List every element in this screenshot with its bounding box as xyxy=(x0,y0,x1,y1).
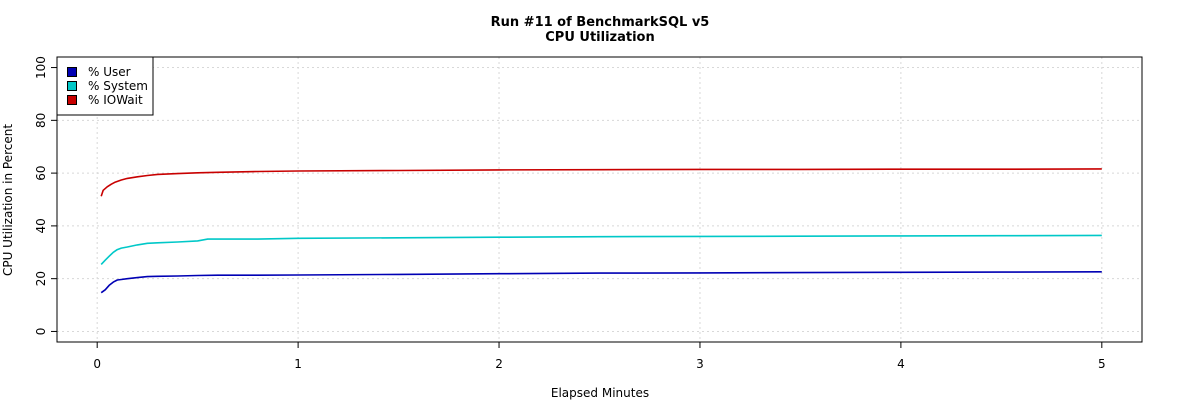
y-tick-label: 40 xyxy=(34,218,48,233)
legend-label-system: % System xyxy=(88,79,148,93)
x-tick-label: 4 xyxy=(897,357,905,371)
legend-label-user: % User xyxy=(88,65,131,79)
legend-label-iowait: % IOWait xyxy=(88,93,143,107)
y-tick-label: 80 xyxy=(34,113,48,128)
chart-title: Run #11 of BenchmarkSQL v5 xyxy=(491,15,710,30)
series-line-iowait xyxy=(100,168,1102,197)
series-line-system xyxy=(100,234,1102,265)
x-tick-label: 2 xyxy=(495,357,503,371)
legend-swatch-system xyxy=(67,81,77,91)
y-tick-label: 60 xyxy=(34,165,48,180)
plot-frame xyxy=(56,56,1143,343)
legend-swatch-user xyxy=(67,67,77,77)
chart-legend: % User% System% IOWait xyxy=(56,56,154,116)
x-tick-label: 1 xyxy=(294,357,302,371)
chart-subtitle: CPU Utilization xyxy=(545,30,654,45)
x-axis-label: Elapsed Minutes xyxy=(551,386,649,400)
y-tick-label: 100 xyxy=(34,56,48,79)
legend-swatch-iowait xyxy=(67,95,77,105)
series-line-user xyxy=(100,270,1102,294)
x-tick-label: 5 xyxy=(1098,357,1106,371)
y-tick-label: 20 xyxy=(34,271,48,286)
x-tick-label: 3 xyxy=(696,357,704,371)
x-tick-label: 0 xyxy=(93,357,101,371)
grid-lines xyxy=(57,57,1142,342)
data-series xyxy=(100,168,1102,294)
y-tick-label: 0 xyxy=(34,328,48,336)
y-axis-label: CPU Utilization in Percent xyxy=(1,124,15,276)
axes: 0 1 2 3 4 5 0 20 40 60 80 100 xyxy=(34,56,1105,371)
